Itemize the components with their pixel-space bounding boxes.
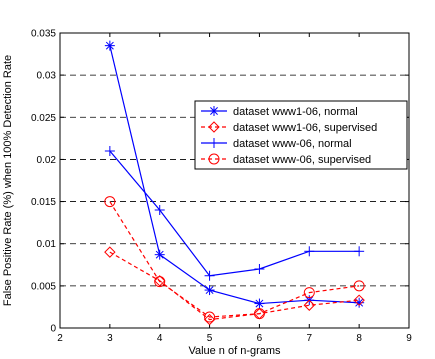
y-tick-label: 0.035 — [31, 29, 56, 40]
series-line — [109, 45, 360, 305]
x-tick-label: 9 — [406, 333, 412, 344]
data-point — [353, 294, 365, 306]
legend-marker — [209, 138, 219, 148]
legend-entry-label: dataset www-06, supervised — [233, 154, 371, 166]
data-point — [154, 205, 165, 215]
legend: dataset www1-06, normal dataset www1-06, … — [194, 100, 408, 170]
legend-entry-label: dataset www1-06, supervised — [233, 122, 377, 134]
x-tick-label: 4 — [157, 333, 163, 344]
y-tick-label: 0 — [50, 324, 56, 335]
data-point — [104, 246, 116, 258]
axis-ticks: 0 0.005 0.01 0.015 0.02 0.025 0.03 0.035 2 3 4 5 6 7 8… — [31, 29, 412, 345]
x-tick-label: 7 — [307, 333, 313, 344]
data-point — [303, 287, 315, 299]
data-point — [353, 280, 365, 292]
x-tick-label: 2 — [57, 333, 63, 344]
x-tick-label: 5 — [207, 333, 213, 344]
series-1 — [104, 40, 365, 309]
y-tick-label: 0.025 — [31, 113, 56, 124]
y-tick-label: 0.03 — [37, 71, 57, 82]
series-group — [104, 40, 365, 326]
legend-marker — [208, 153, 220, 165]
data-point — [203, 313, 216, 326]
data-point — [204, 285, 215, 296]
legend-entry-label: dataset www-06, normal — [233, 138, 352, 150]
legend-entry-label: dataset www1-06, normal — [233, 106, 358, 118]
legend-box — [194, 100, 408, 170]
legend-marker — [208, 121, 220, 133]
data-point — [204, 270, 215, 281]
y-tick-label: 0.005 — [31, 281, 56, 292]
y-axis-label: False Positive Rate (%) when 100% Detect… — [2, 55, 14, 306]
x-tick-label: 6 — [257, 333, 263, 344]
legend-marker — [209, 106, 219, 116]
data-point — [104, 196, 116, 208]
plot-area-frame — [59, 32, 410, 329]
data-point — [154, 276, 166, 288]
y-tick-label: 0.01 — [37, 239, 57, 250]
series-4 — [104, 196, 365, 323]
series-3 — [104, 146, 365, 281]
data-point — [104, 146, 115, 156]
series-2 — [104, 246, 365, 326]
x-axis-label: Value n of n-grams — [188, 345, 281, 357]
data-point — [354, 246, 365, 257]
y-tick-label: 0.02 — [37, 155, 57, 166]
data-point — [303, 299, 315, 311]
x-tick-label: 3 — [107, 333, 113, 344]
data-point — [104, 40, 115, 51]
data-point — [304, 246, 315, 257]
data-point — [154, 275, 166, 287]
data-point — [204, 311, 216, 323]
data-point — [254, 298, 265, 309]
series-line — [109, 150, 360, 277]
y-tick-label: 0.015 — [31, 197, 56, 208]
data-point — [154, 249, 165, 260]
data-point — [253, 308, 265, 320]
data-point — [254, 264, 265, 274]
x-tick-label: 8 — [356, 333, 362, 344]
series-line — [109, 201, 360, 318]
